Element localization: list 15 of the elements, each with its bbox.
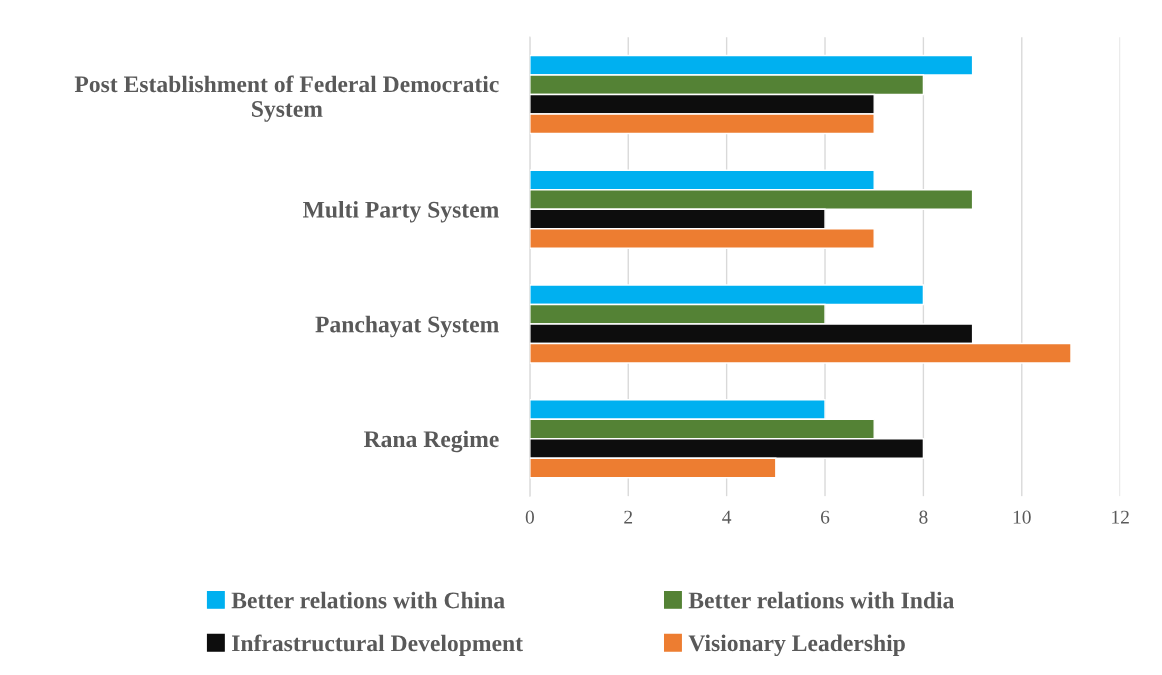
x-tick-label: 12 — [1112, 510, 1129, 524]
y-tick-label: Panchayat System — [315, 315, 499, 338]
x-tick-label: 4 — [722, 510, 732, 524]
legend-label: Better relations with India — [688, 591, 955, 609]
x-tick-label: 0 — [525, 510, 534, 524]
legend-label: Better relations with China — [231, 591, 505, 609]
legend-label: Visionary Leadership — [688, 634, 905, 657]
y-tick-label: Multi Party System — [303, 201, 499, 223]
y-tick-label: Post Establishment of Federal Democratic System — [74, 75, 499, 122]
x-tick-label: 2 — [624, 510, 633, 524]
x-tick-label: 10 — [1013, 510, 1031, 524]
x-tick-label: 8 — [919, 510, 928, 524]
x-tick-label: 6 — [820, 510, 830, 524]
y-tick-label: Rana Regime — [363, 430, 499, 453]
legend-label: Infrastructural Development — [232, 634, 523, 657]
